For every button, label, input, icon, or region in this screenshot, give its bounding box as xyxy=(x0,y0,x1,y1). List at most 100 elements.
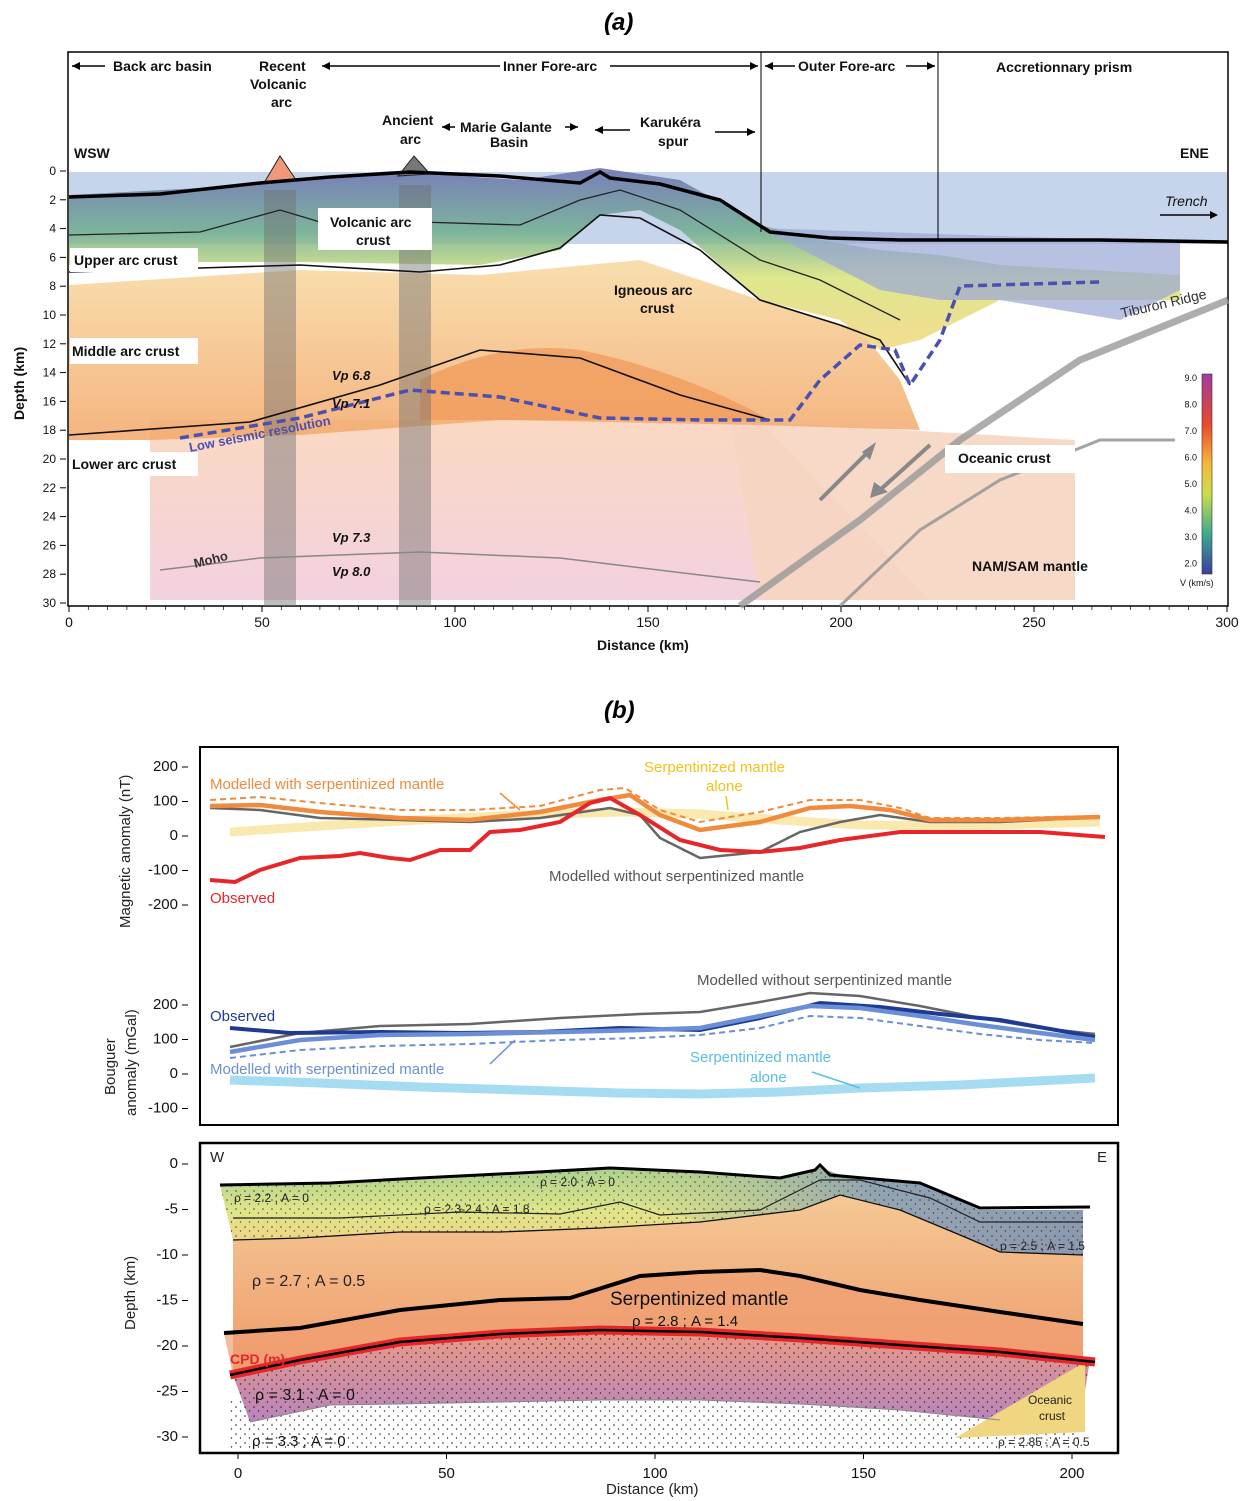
a-x-tick-label: 300 xyxy=(1215,614,1239,630)
mag-modelled-without xyxy=(209,806,1101,860)
colorbar-tick-label: 3.0 xyxy=(1184,532,1197,542)
inner-fore-arc-label: Inner Fore-arc xyxy=(503,58,597,74)
outer-fore-arc-label: Outer Fore-arc xyxy=(798,58,895,74)
bouguer-serp-alone-label-1: Serpentinized mantle xyxy=(690,1049,831,1066)
mag-modelled-with xyxy=(209,792,1101,833)
a-y-tick-label: 12 xyxy=(43,337,57,351)
mag-y-tick-label: 200 xyxy=(153,758,178,775)
bou-y-tick-label: 100 xyxy=(153,1031,178,1048)
bouguer-observed-label: Observed xyxy=(210,1008,275,1025)
sec-x-tick-label: 0 xyxy=(234,1465,242,1482)
mag-y-ticks: 200 100 0 -100 -200 xyxy=(148,758,188,913)
panel-a-x-ticks: 0 50 100 150 200 250 300 xyxy=(65,606,1239,630)
volcanic-arc-crust-label-2: crust xyxy=(356,232,391,248)
mag-ylabel: Magnetic anomaly (nT) xyxy=(117,775,134,928)
section-y-ticks: 0 -5 -10 -15 -20 -25 -30 xyxy=(156,1155,188,1445)
mag-serp-alone-label-1: Serpentinized mantle xyxy=(644,759,785,776)
middle-arc-crust-label: Middle arc crust xyxy=(72,343,180,359)
slab-top xyxy=(737,296,1230,609)
slab-bottom xyxy=(838,438,1175,608)
mag-modelled-with-dashed xyxy=(209,786,1101,824)
bouguer-modelled-with-dashed xyxy=(229,1014,1096,1059)
layer-boundary-2 xyxy=(232,1194,1084,1256)
mag-y-tick-label: -100 xyxy=(148,862,178,879)
seafloor-line xyxy=(68,169,1229,244)
a-y-tick-label: 2 xyxy=(49,193,56,207)
bouguer-modelled-with-label: Modelled with serpentinized mantle xyxy=(210,1061,444,1078)
a-y-tick-label: 18 xyxy=(43,423,57,437)
ancient-arc-column xyxy=(399,185,431,606)
a-x-tick-label: 250 xyxy=(1022,614,1046,630)
sec-y-tick-label: -25 xyxy=(156,1383,178,1400)
wsw-label: WSW xyxy=(74,145,111,161)
colorbar-tick-label: 7.0 xyxy=(1184,426,1197,436)
bou-y-tick-label: 200 xyxy=(153,996,178,1013)
a-y-tick-label: 26 xyxy=(43,538,57,552)
colorbar-tick-label: 8.0 xyxy=(1184,400,1197,410)
volcanic-arc-crust-label-1: Volcanic arc xyxy=(330,214,412,230)
panel-b-label: (b) xyxy=(604,697,635,724)
bouguer-ylabel-1: Bouguer xyxy=(102,1038,119,1095)
sec-x-tick-label: 50 xyxy=(438,1465,455,1482)
ancient-arc-label-1: Ancient xyxy=(382,112,434,128)
bou-y-tick-label: -100 xyxy=(148,1100,178,1117)
sec-x-tick-label: 200 xyxy=(1059,1465,1084,1482)
sec-y-tick-label: -10 xyxy=(156,1246,178,1263)
a-y-tick-label: 10 xyxy=(43,308,57,322)
flow-arrow-down xyxy=(878,443,932,492)
colorbar-tick-label: 5.0 xyxy=(1184,479,1197,489)
panel-a-plot: Back arc basin Recent Volcanic arc Inner… xyxy=(11,51,1239,653)
back-arc-label: Back arc basin xyxy=(113,58,212,74)
density-label-2: ρ = 2.0 ; A = 0 xyxy=(540,1175,615,1189)
bouguer-modelled-without-label: Modelled without serpentinized mantle xyxy=(697,972,952,989)
layer-boundary-1 xyxy=(233,1179,1083,1223)
deep-boundary xyxy=(249,1399,1001,1423)
flow-arrow-up xyxy=(818,448,872,502)
density-label-1: ρ = 2.2 ; A = 0 xyxy=(234,1191,309,1205)
section-x-ticks: 0 50 100 150 200 xyxy=(234,1453,1085,1482)
lower-arc-crust-label: Lower arc crust xyxy=(72,456,177,472)
section-e-label: E xyxy=(1097,1149,1107,1166)
density-label-5: ρ = 2.7 ; A = 0.5 xyxy=(252,1273,365,1290)
accretionary-prism-label: Accretionnary prism xyxy=(996,59,1132,75)
a-y-tick-label: 28 xyxy=(43,567,57,581)
bouguer-modelled-with xyxy=(229,1003,1096,1055)
recent-volcanic-label-2: Volcanic xyxy=(250,76,307,92)
bouguer-ylabel-2: anomaly (mGal) xyxy=(123,1009,140,1116)
vp68-interface xyxy=(68,349,771,436)
colorbar-tick-label: 2.0 xyxy=(1184,559,1197,569)
a-y-tick-label: 30 xyxy=(43,596,57,610)
mag-modelled-without-label: Modelled without serpentinized mantle xyxy=(549,868,804,885)
recent-volcanic-label-3: arc xyxy=(271,94,292,110)
density-label-4: ρ = 2.5 ; A = 1.5 xyxy=(1000,1239,1085,1253)
section-xlabel: Distance (km) xyxy=(606,1481,699,1498)
panel-a-xlabel: Distance (km) xyxy=(597,637,689,653)
igneous-arc-body xyxy=(420,348,770,420)
flow-arrow-head-up xyxy=(862,442,876,460)
recent-volcanic-label-1: Recent xyxy=(259,58,306,74)
sec-x-tick-label: 150 xyxy=(851,1465,876,1482)
a-y-tick-label: 4 xyxy=(49,222,56,236)
bouguer-y-ticks: 200 100 0 -100 xyxy=(148,996,188,1117)
karukera-label-1: Karukéra xyxy=(640,114,701,130)
sec-x-tick-label: 100 xyxy=(642,1465,667,1482)
flow-arrow-head-down xyxy=(870,482,888,498)
mag-y-tick-label: -200 xyxy=(148,896,178,913)
ancient-arc-label-2: arc xyxy=(400,131,421,147)
sec-y-tick-label: -20 xyxy=(156,1337,178,1354)
recent-arc-column xyxy=(264,190,296,606)
a-x-tick-label: 150 xyxy=(636,614,660,630)
accretionary-wedge xyxy=(760,228,1180,320)
a-x-tick-label: 50 xyxy=(254,614,270,630)
bouguer-serp-alone-label-2: alone xyxy=(750,1069,787,1086)
mag-observed xyxy=(209,795,1106,885)
section-ylabel: Depth (km) xyxy=(122,1256,139,1330)
a-y-tick-label: 0 xyxy=(49,164,56,178)
a-y-tick-label: 6 xyxy=(49,250,56,264)
mag-y-tick-label: 0 xyxy=(170,827,178,844)
colorbar-ticks: 9.0 8.0 7.0 6.0 5.0 4.0 3.0 2.0 xyxy=(1184,373,1197,569)
velocity-colorbar xyxy=(1201,373,1213,575)
trench-label: Trench xyxy=(1165,193,1208,209)
colorbar-label: V (km/s) xyxy=(1180,578,1214,588)
